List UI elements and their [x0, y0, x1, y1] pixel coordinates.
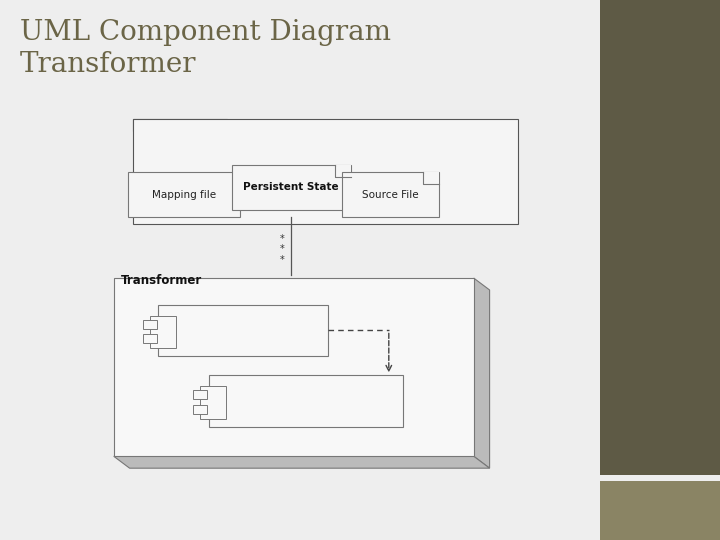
Bar [200, 386, 226, 418]
Bar [150, 316, 176, 348]
Text: UML Component Diagram
Transformer: UML Component Diagram Transformer [20, 19, 391, 78]
Text: Transform process: Transform process [184, 324, 307, 338]
Polygon shape [335, 165, 351, 177]
Text: *: * [280, 234, 284, 244]
Text: Source File: Source File [362, 190, 419, 200]
Polygon shape [114, 456, 490, 468]
Text: Persistent State: Persistent State [243, 182, 339, 192]
Bar [600, 151, 720, 475]
Bar [133, 119, 518, 224]
Bar [342, 172, 439, 217]
Polygon shape [474, 278, 490, 468]
Text: Transformer: Transformer [121, 274, 202, 287]
Text: *: * [280, 245, 284, 254]
Bar [128, 172, 240, 217]
Bar [600, 481, 720, 540]
Bar [143, 320, 157, 329]
Bar [114, 278, 474, 456]
Bar [193, 404, 207, 414]
Text: Mapping file: Mapping file [152, 190, 216, 200]
Bar [143, 334, 157, 343]
Polygon shape [423, 172, 439, 184]
Text: *: * [280, 255, 284, 265]
Bar [209, 375, 403, 427]
Bar [133, 119, 227, 131]
Bar [193, 390, 207, 399]
Text: Save Transformations: Save Transformations [235, 394, 379, 408]
Bar [232, 165, 351, 210]
Bar [600, 0, 720, 151]
Bar [158, 305, 328, 356]
